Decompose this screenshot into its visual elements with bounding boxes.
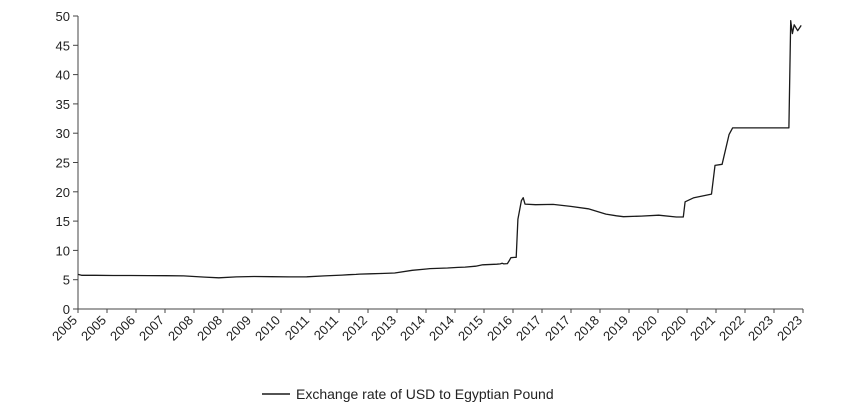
x-tick-label: 2023: [774, 313, 805, 344]
x-tick-label: 2014: [397, 313, 428, 344]
x-tick-label: 2021: [687, 313, 718, 344]
x-tick-label: 2016: [484, 313, 515, 344]
x-tick-label: 2019: [600, 313, 631, 344]
legend: Exchange rate of USD to Egyptian Pound: [262, 386, 554, 402]
x-tick-label: 2006: [107, 313, 138, 344]
x-tick-label: 2009: [223, 313, 254, 344]
y-tick-label: 10: [56, 243, 70, 258]
x-tick-label: 2008: [165, 313, 196, 344]
x-tick-label: 2011: [282, 313, 312, 343]
x-tick-label: 2005: [49, 313, 80, 344]
x-tick-label: 2018: [571, 313, 602, 344]
y-tick-label: 35: [56, 97, 70, 112]
series-layer: [77, 20, 802, 279]
x-tick-label: 2014: [426, 313, 457, 344]
x-tick-label: 2010: [252, 313, 283, 344]
y-tick-label: 5: [63, 273, 70, 288]
x-tick-label: 2015: [455, 313, 486, 344]
y-tick-label: 40: [56, 68, 70, 83]
y-axis: 0 5 10 15 20 25 30 35 40 45 50: [56, 9, 79, 317]
x-tick-label: 2008: [194, 313, 225, 344]
legend-label: Exchange rate of USD to Egyptian Pound: [296, 386, 554, 402]
y-tick-label: 25: [56, 156, 70, 171]
series-line-0: [77, 20, 802, 279]
x-tick-label: 2012: [339, 313, 370, 344]
x-tick-label: 2017: [513, 313, 544, 344]
y-tick-label: 15: [56, 214, 70, 229]
x-axis: 2005200520062007200820082009201020112011…: [49, 308, 805, 344]
y-tick-label: 0: [63, 302, 70, 317]
x-tick-label: 2023: [745, 313, 776, 344]
x-tick-label: 2022: [716, 313, 747, 344]
y-tick-label: 30: [56, 126, 70, 141]
y-tick-label: 45: [56, 38, 70, 53]
x-tick-label: 2020: [629, 313, 660, 344]
x-tick-label: 2007: [136, 313, 167, 344]
x-tick-label: 2017: [542, 313, 573, 344]
x-tick-label: 2013: [368, 313, 399, 344]
x-tick-label: 2011: [311, 313, 341, 343]
y-tick-label: 20: [56, 185, 70, 200]
x-tick-label: 2020: [658, 313, 689, 344]
x-tick-label: 2005: [78, 313, 109, 344]
y-tick-label: 50: [56, 9, 70, 24]
